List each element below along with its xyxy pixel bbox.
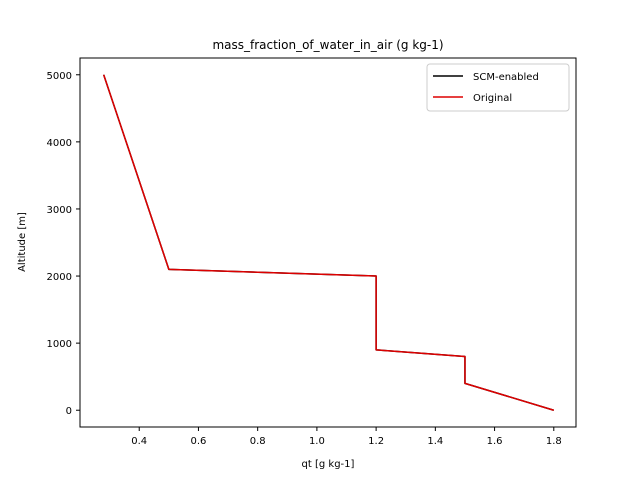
x-tick-label: 0.8 (250, 436, 266, 447)
x-tick-label: 1.6 (487, 436, 503, 447)
x-axis-label: qt [g kg-1] (302, 459, 355, 470)
x-tick-label: 1.4 (427, 436, 443, 447)
x-tick-label: 1.2 (368, 436, 384, 447)
chart-title: mass_fraction_of_water_in_air (g kg-1) (212, 38, 443, 52)
legend: SCM-enabled Original (426, 63, 570, 112)
x-tick-label: 0.4 (131, 436, 147, 447)
series-line-original (102, 74, 555, 411)
y-axis-label: Altitude [m] (17, 212, 28, 272)
plot-frame (79, 57, 577, 428)
legend-label-scm-enabled: SCM-enabled (473, 72, 539, 83)
x-tick-label: 0.6 (190, 436, 206, 447)
y-axis-ticks: 0 1000 2000 3000 4000 5000 (47, 71, 80, 417)
y-tick-label: 2000 (47, 272, 72, 283)
x-axis-ticks: 0.4 0.6 0.8 1.0 1.2 1.4 1.6 1.8 (131, 427, 562, 447)
y-tick-label: 5000 (47, 71, 72, 82)
y-tick-label: 4000 (47, 138, 72, 149)
x-tick-label: 1.0 (309, 436, 325, 447)
series-lines (102, 74, 555, 411)
legend-label-original: Original (473, 93, 512, 104)
y-tick-label: 3000 (47, 205, 72, 216)
y-tick-label: 0 (66, 406, 72, 417)
x-tick-label: 1.8 (546, 436, 562, 447)
y-tick-label: 1000 (47, 339, 72, 350)
series-line-scm-enabled (102, 74, 555, 411)
